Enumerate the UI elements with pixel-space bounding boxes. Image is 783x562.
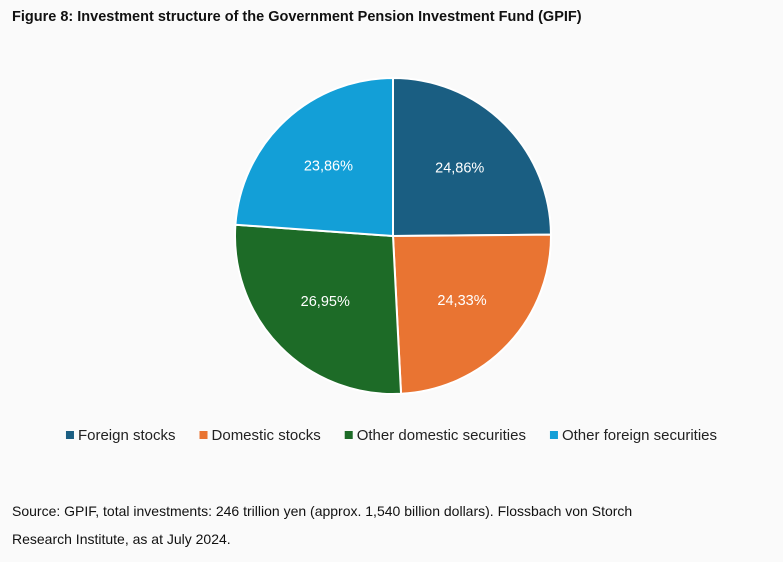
pie-slice	[234, 223, 403, 395]
data-label: 26,95%	[301, 294, 350, 310]
chart: Figure 8: Investment structure of the Go…	[12, 9, 717, 444]
legend-marker	[344, 431, 353, 439]
legend-label: Foreign stocks	[78, 427, 176, 444]
chart-title: Figure 8: Investment structure of the Go…	[12, 9, 582, 25]
legend-marker	[199, 431, 208, 439]
data-label: 24,86%	[435, 161, 484, 177]
pie-slice	[391, 233, 552, 395]
source-note: Source: GPIF, total investments: 246 tri…	[12, 503, 633, 547]
pie-slice	[392, 76, 553, 238]
legend-marker	[65, 431, 74, 439]
data-label: 24,33%	[437, 293, 486, 309]
legend-label: Domestic stocks	[212, 427, 321, 444]
pie-slice	[234, 76, 394, 238]
legend-label: Other domestic securities	[357, 427, 526, 444]
data-label: 23,86%	[304, 158, 353, 174]
legend-label: Other foreign securities	[562, 427, 717, 444]
legend-marker	[549, 431, 558, 439]
